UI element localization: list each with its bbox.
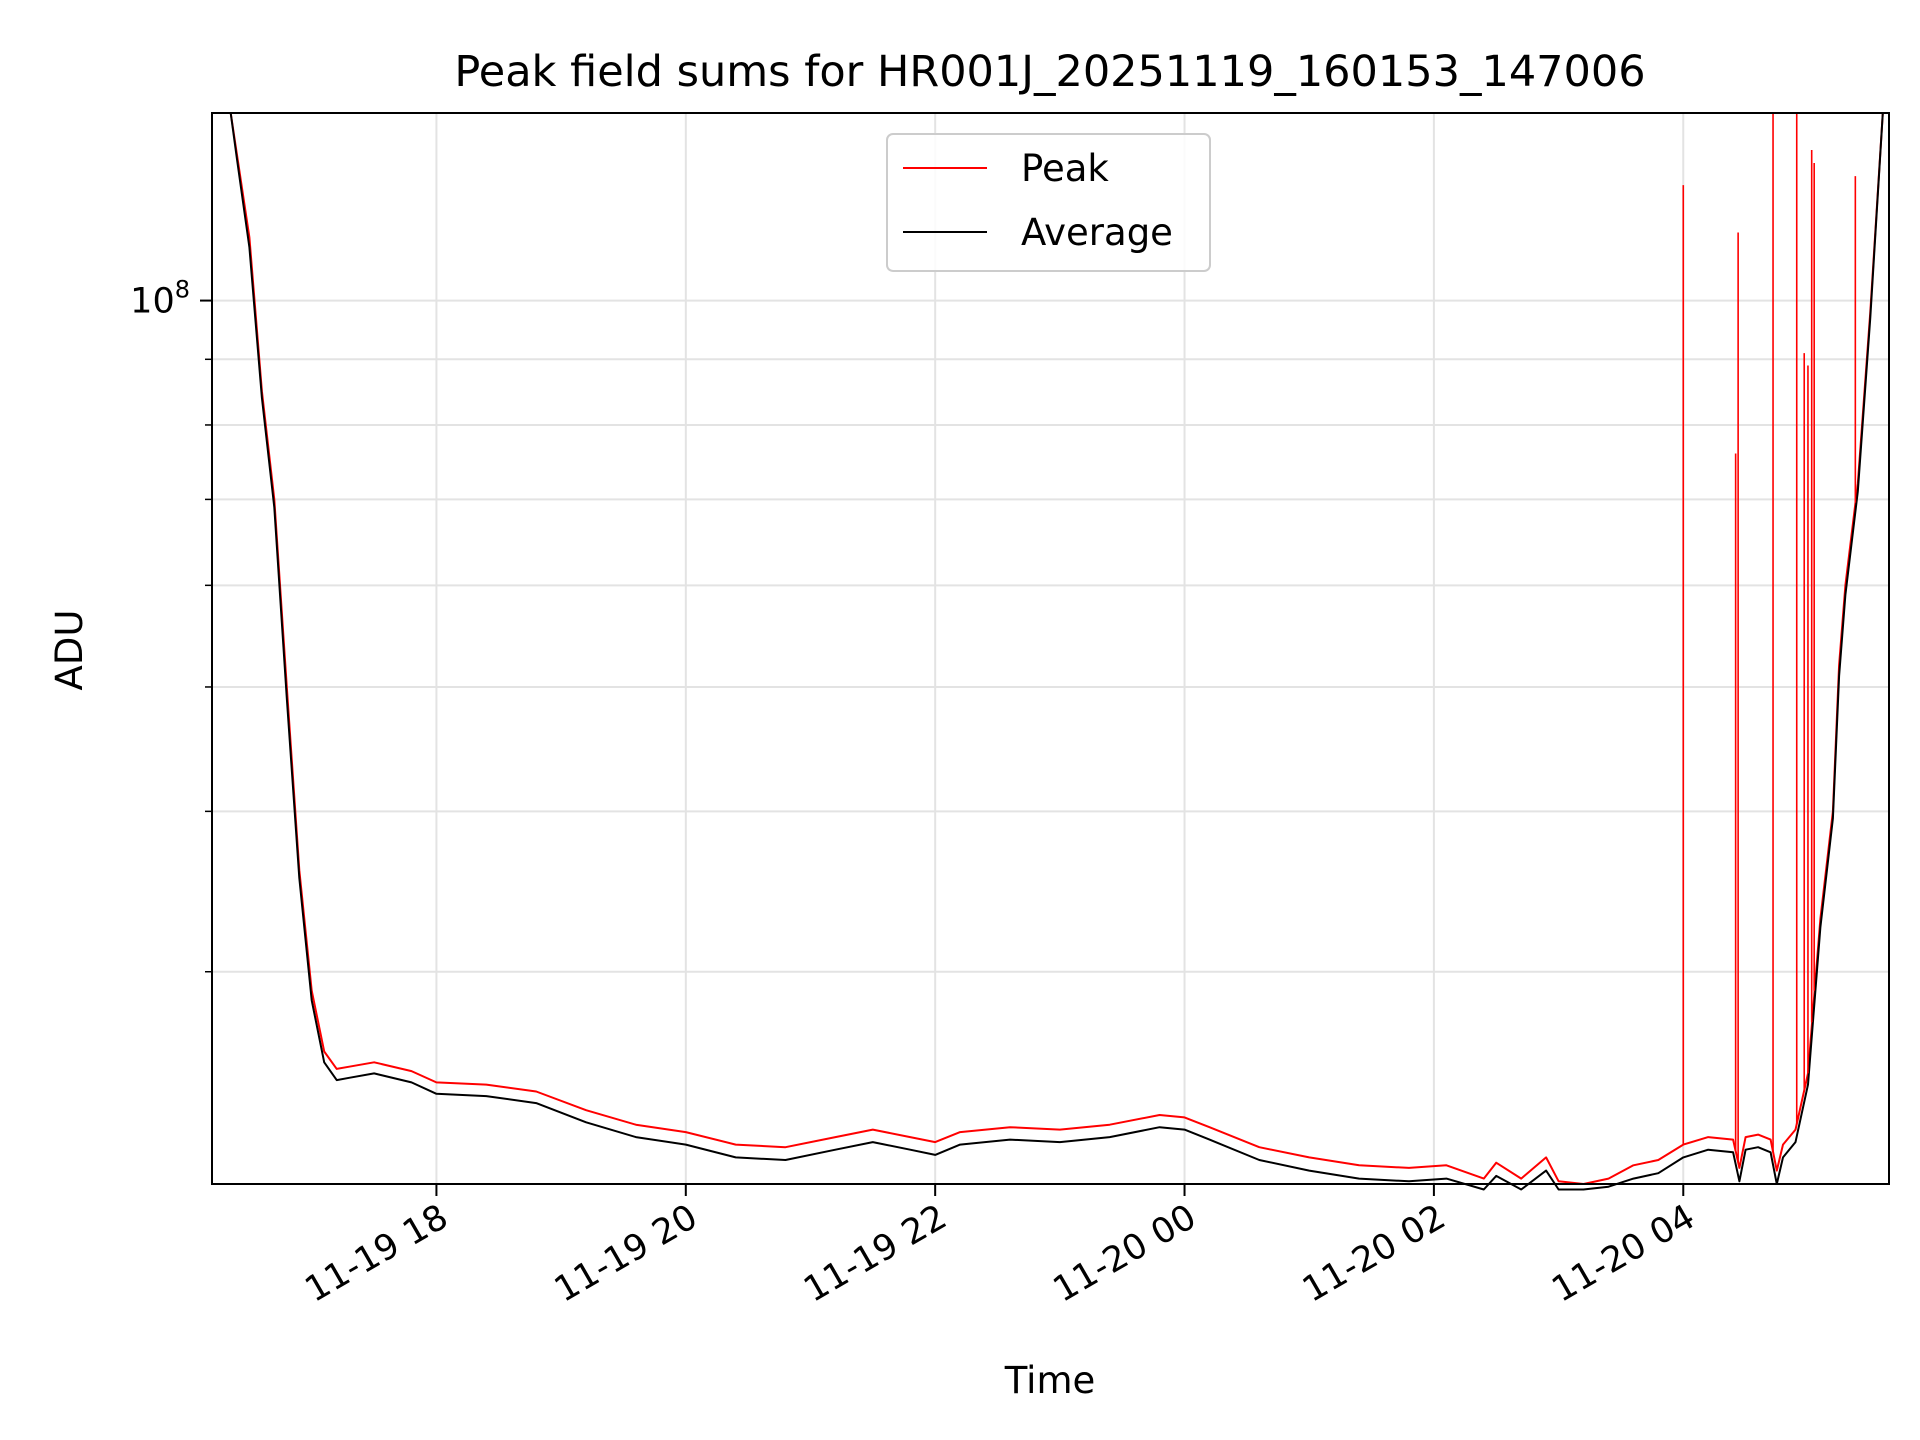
legend-label-peak: Peak	[1021, 147, 1109, 190]
y-tick-label: 108	[130, 276, 190, 322]
plot-frame	[211, 112, 1890, 1185]
y-axis-ticks: 108	[130, 276, 212, 973]
x-axis-label: Time	[1004, 1359, 1096, 1402]
plot-lines	[229, 112, 1884, 1191]
grid	[212, 113, 1889, 1184]
legend: Peak Average	[886, 133, 1211, 272]
series-line-peak	[229, 112, 1884, 1185]
legend-label-average: Average	[1021, 211, 1173, 254]
y-axis-label: ADU	[48, 610, 91, 691]
series-line-average	[229, 112, 1884, 1191]
chart-title: Peak field sums for HR001J_20251119_1601…	[454, 47, 1645, 97]
